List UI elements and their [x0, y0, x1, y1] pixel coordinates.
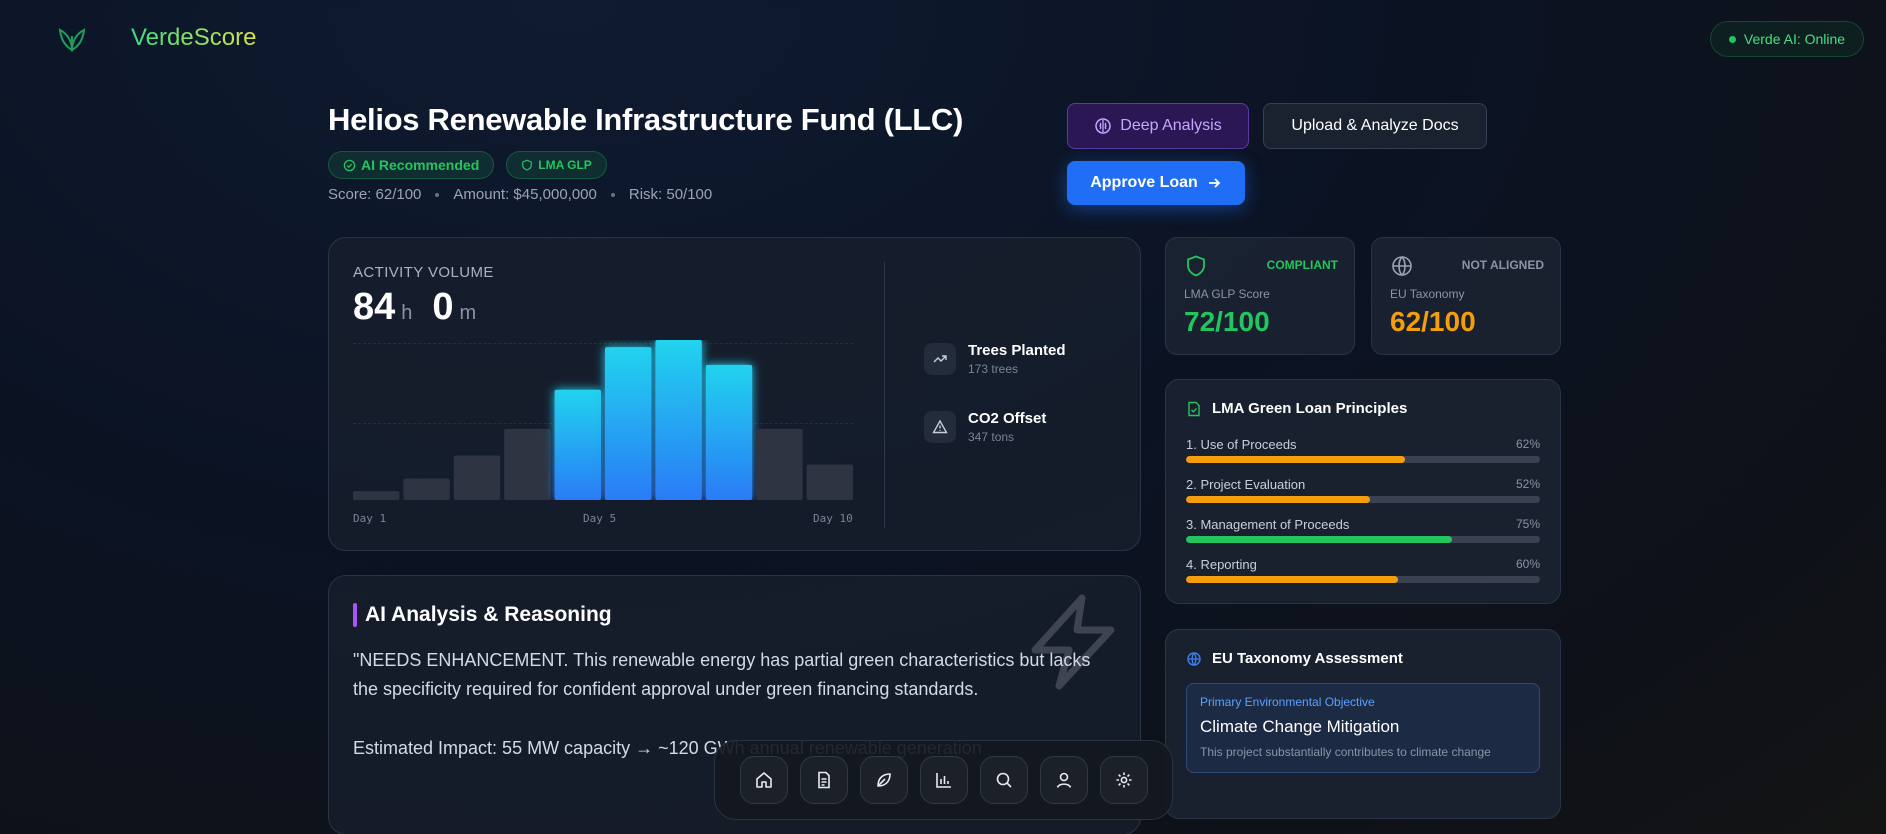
bar-chart-icon: [935, 773, 951, 788]
activity-bar: [453, 455, 501, 500]
activity-label: ACTIVITY VOLUME: [353, 264, 494, 281]
settings-icon: [1116, 772, 1131, 788]
co2-offset-stat: CO2 Offset 347 tons: [924, 410, 1046, 444]
lma-glp-badge: LMA GLP: [506, 151, 607, 179]
meta-risk: Risk: 50/100: [628, 186, 713, 203]
activity-bar-chart: [353, 340, 853, 500]
score-label: LMA GLP Score: [1184, 287, 1270, 301]
badge-row: AI Recommended LMA GLP: [328, 151, 607, 179]
trees-planted-stat: Trees Planted 173 trees: [924, 342, 1066, 376]
lma-principles-panel: LMA Green Loan Principles 1. Use of Proc…: [1165, 379, 1561, 604]
lma-glp-score-card: COMPLIANT LMA GLP Score 72/100: [1165, 237, 1355, 355]
home-icon: [755, 772, 772, 788]
eu-taxonomy-score-card: NOT ALIGNED EU Taxonomy 62/100: [1371, 237, 1561, 355]
user-icon: [1056, 772, 1071, 788]
accent-bar: [353, 603, 357, 627]
shield-icon: [522, 159, 533, 171]
dock-documents-button[interactable]: [799, 756, 848, 804]
day-label: Day 10: [813, 512, 853, 525]
progress-fill: [1186, 456, 1406, 463]
activity-bar: [756, 428, 803, 500]
grid-line: [353, 343, 853, 344]
search-icon: [996, 772, 1012, 788]
document-icon: [817, 771, 830, 789]
environmental-objective-box: Primary Environmental Objective Climate …: [1186, 683, 1540, 773]
document-check-icon: [1188, 401, 1200, 416]
grid-line: [353, 423, 853, 424]
panel-header: EU Taxonomy Assessment: [1186, 650, 1403, 667]
activity-bar: [353, 491, 400, 500]
arrow-right-icon: [1208, 178, 1221, 188]
deep-analysis-button[interactable]: Deep Analysis: [1067, 103, 1249, 149]
principle-row: 4. Reporting 60%: [1186, 557, 1540, 583]
panel-header: LMA Green Loan Principles: [1186, 400, 1407, 417]
progress-track: [1186, 456, 1540, 463]
separator-dot: [610, 192, 615, 197]
warning-icon: [924, 411, 956, 443]
day-label: Day 1: [353, 512, 387, 525]
dock-settings-button[interactable]: [1099, 756, 1148, 804]
loan-meta: Score: 62/100 Amount: $45,000,000 Risk: …: [328, 186, 712, 203]
progress-track: [1186, 576, 1540, 583]
activity-bar: [705, 364, 753, 500]
activity-bar: [554, 389, 601, 500]
globe-icon: [1392, 256, 1412, 277]
eu-taxonomy-panel: EU Taxonomy Assessment Primary Environme…: [1165, 629, 1561, 819]
progress-fill: [1186, 496, 1371, 503]
dock-analytics-button[interactable]: [919, 756, 968, 804]
score-value: 62/100: [1390, 306, 1476, 337]
progress-fill: [1186, 536, 1452, 543]
ai-recommended-badge: AI Recommended: [328, 151, 495, 179]
page-title: Helios Renewable Infrastructure Fund (LL…: [328, 102, 964, 137]
dock-search-button[interactable]: [979, 756, 1028, 804]
separator-dot: [435, 192, 440, 197]
brand-name[interactable]: VerdeScore: [131, 24, 257, 51]
alignment-status: NOT ALIGNED: [1461, 258, 1544, 272]
leaf-logo-icon: [58, 28, 86, 52]
principle-row: 3. Management of Proceeds 75%: [1186, 517, 1540, 543]
ai-status-text: Verde AI: Online: [1743, 31, 1846, 47]
day-label: Day 5: [583, 512, 617, 525]
score-label: EU Taxonomy: [1390, 287, 1465, 301]
meta-score: Score: 62/100: [328, 186, 422, 203]
check-circle-icon: [343, 159, 356, 171]
upload-analyze-button[interactable]: Upload & Analyze Docs: [1263, 103, 1487, 149]
brain-icon: [1095, 118, 1112, 134]
divider: [884, 262, 885, 528]
progress-fill: [1186, 576, 1399, 583]
activity-bar: [504, 428, 551, 500]
principle-row: 2. Project Evaluation 52%: [1186, 477, 1540, 503]
activity-bar: [403, 478, 450, 500]
lightning-icon: [1031, 594, 1115, 690]
approve-loan-button[interactable]: Approve Loan: [1067, 161, 1245, 205]
globe-icon: [1187, 651, 1201, 666]
ai-status-badge: Verde AI: Online: [1710, 21, 1864, 57]
trending-up-icon: [924, 343, 956, 375]
compliance-status: COMPLIANT: [1266, 258, 1338, 272]
dock-green-button[interactable]: [859, 756, 908, 804]
meta-amount: Amount: $45,000,000: [453, 186, 597, 203]
dock-profile-button[interactable]: [1039, 756, 1088, 804]
bottom-dock: [714, 740, 1173, 820]
progress-track: [1186, 536, 1540, 543]
score-value: 72/100: [1184, 306, 1270, 337]
principle-row: 1. Use of Proceeds 62%: [1186, 437, 1540, 463]
ai-analysis-title: AI Analysis & Reasoning: [353, 603, 612, 627]
activity-bar: [655, 340, 702, 500]
shield-icon: [1187, 255, 1205, 277]
activity-bar: [806, 464, 853, 500]
activity-bar: [605, 347, 652, 500]
progress-track: [1186, 496, 1540, 503]
status-dot-icon: [1728, 35, 1736, 43]
leaf-icon: [876, 773, 891, 787]
dock-home-button[interactable]: [739, 756, 788, 804]
